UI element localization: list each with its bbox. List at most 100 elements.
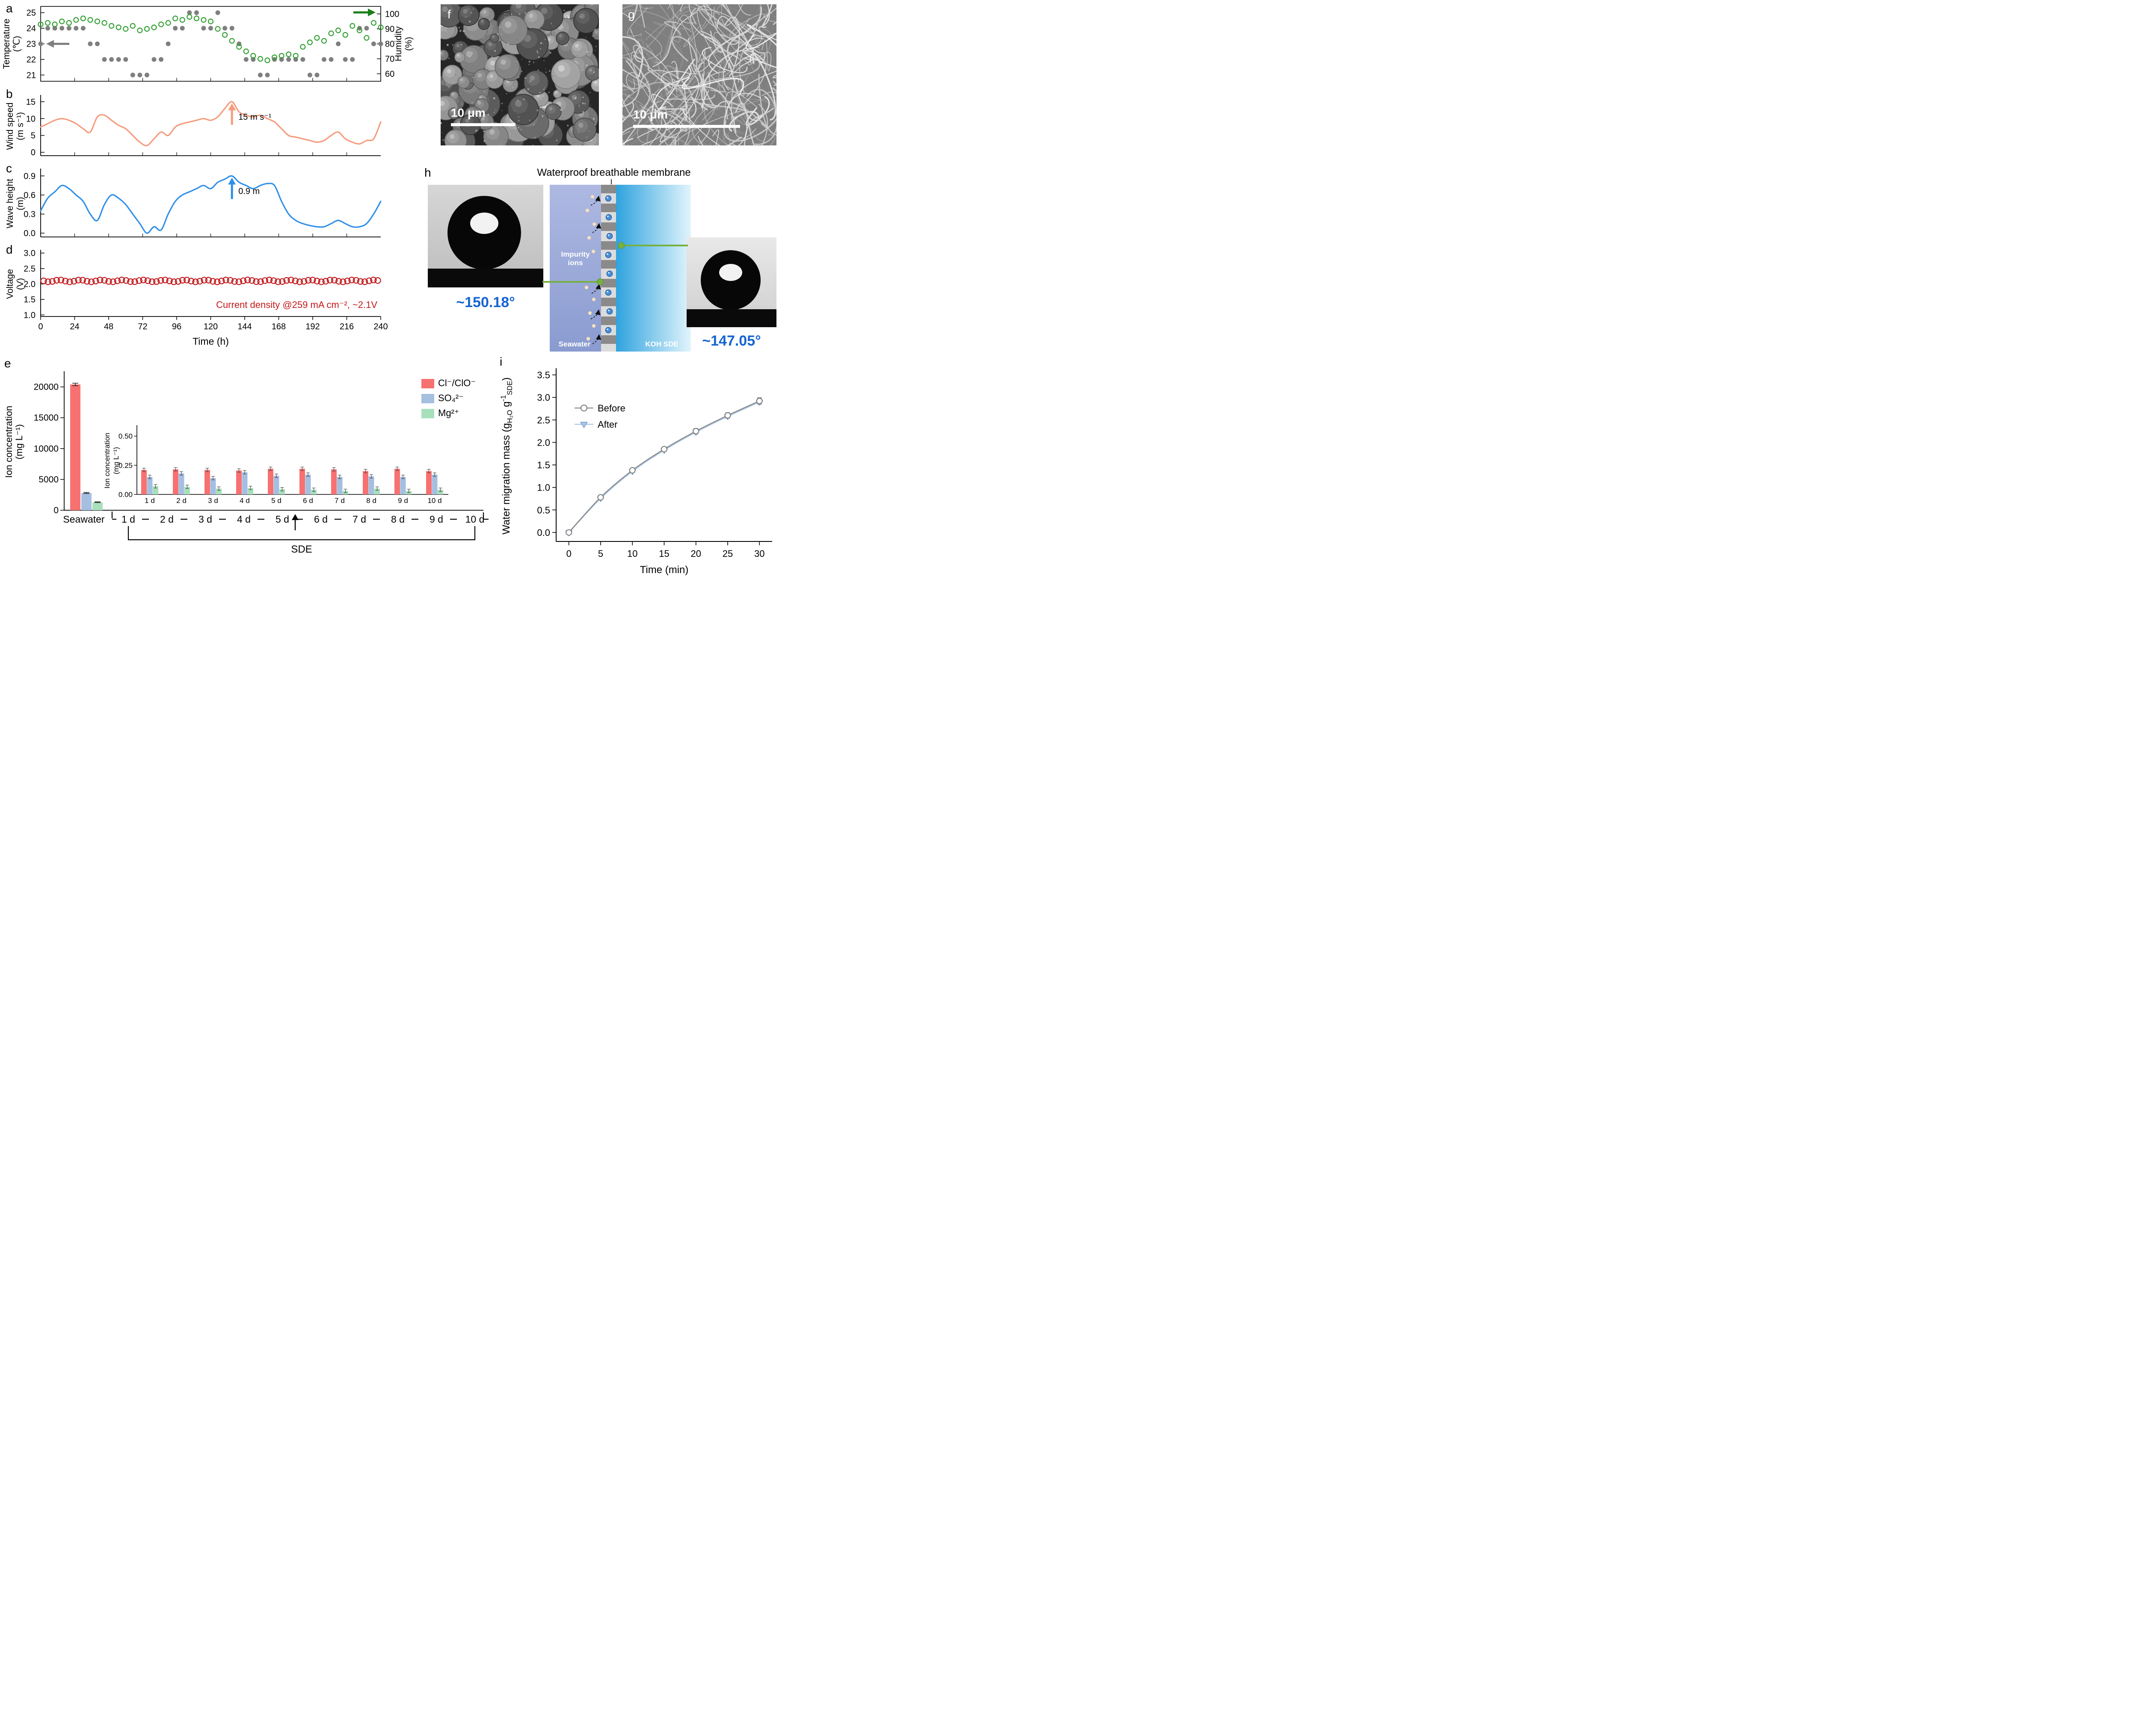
scalebar-g: 10 μm bbox=[633, 108, 740, 128]
before-marker bbox=[756, 398, 763, 405]
inset-bar bbox=[242, 472, 248, 494]
sde-label: SDE bbox=[291, 544, 312, 555]
humidity-point bbox=[144, 26, 150, 32]
temperature-point bbox=[180, 26, 185, 31]
temperature-point bbox=[201, 26, 206, 31]
impurity-ion-dot bbox=[587, 236, 591, 240]
sem-image-fibers bbox=[622, 4, 776, 145]
voltage-point bbox=[296, 278, 303, 285]
inset-bar bbox=[273, 476, 279, 494]
humidity-point bbox=[257, 56, 264, 62]
humidity-point bbox=[307, 39, 313, 45]
humidity-point bbox=[243, 48, 249, 54]
svg-text:15000: 15000 bbox=[34, 413, 59, 423]
svg-text:144: 144 bbox=[237, 322, 252, 331]
svg-text:(℃): (℃) bbox=[12, 36, 22, 52]
blocked-ion-arrow bbox=[592, 334, 601, 344]
inset-bar bbox=[153, 486, 158, 494]
inset-bar bbox=[279, 489, 285, 494]
inset-bar bbox=[268, 469, 273, 494]
panel-label-e: e bbox=[4, 357, 11, 370]
temperature-point bbox=[95, 41, 100, 46]
before-marker bbox=[693, 428, 699, 435]
voltage-point bbox=[222, 277, 229, 284]
droplet-highlight bbox=[470, 213, 498, 234]
category-day: 6 d bbox=[314, 514, 328, 525]
water-migration-ylabel: Water migration mass (gH₂O g-1SDE) bbox=[500, 377, 514, 534]
voltage-point bbox=[370, 276, 377, 284]
temperature-point bbox=[215, 10, 220, 15]
inset-bar bbox=[426, 471, 432, 494]
temperature-point bbox=[80, 26, 86, 31]
svg-text:Humidity: Humidity bbox=[394, 26, 403, 61]
humidity-point bbox=[293, 53, 299, 59]
peak-annotation: 0.9 m bbox=[238, 186, 260, 196]
humidity-point bbox=[151, 24, 157, 30]
svg-text:48: 48 bbox=[104, 322, 113, 331]
seawater-label: Seawater bbox=[559, 340, 591, 348]
humidity-point bbox=[370, 20, 377, 26]
membrane-block bbox=[601, 335, 616, 344]
voltage-point bbox=[62, 278, 69, 284]
water-droplet-icon bbox=[606, 270, 613, 277]
svg-text:Ion concentration: Ion concentration bbox=[103, 433, 111, 488]
voltage-point bbox=[175, 278, 182, 285]
temperature-point bbox=[307, 72, 312, 77]
svg-text:0: 0 bbox=[566, 548, 572, 559]
temperature-point bbox=[364, 26, 369, 31]
temperature-point bbox=[350, 57, 355, 62]
voltage-point bbox=[105, 278, 112, 285]
inset-day-label: 8 d bbox=[366, 497, 376, 505]
voltage-point bbox=[275, 278, 281, 285]
voltage-point bbox=[75, 277, 82, 284]
voltage-point bbox=[300, 278, 308, 285]
legend-label: Cl⁻/ClO⁻ bbox=[438, 378, 476, 388]
temperature-point bbox=[109, 57, 114, 62]
voltage-point bbox=[209, 278, 216, 285]
humidity-point bbox=[264, 57, 270, 63]
svg-text:90: 90 bbox=[385, 25, 394, 34]
humidity-point bbox=[66, 20, 72, 26]
voltage-point bbox=[218, 278, 225, 284]
voltage-point bbox=[326, 277, 334, 284]
humidity-point bbox=[187, 14, 193, 20]
voltage-point bbox=[144, 277, 151, 284]
humidity-point bbox=[172, 15, 178, 21]
seawater-bar-so4 bbox=[81, 493, 92, 510]
inset-bar bbox=[394, 469, 400, 494]
svg-text:1.5: 1.5 bbox=[24, 295, 36, 305]
wind-speed-chart: 0 5 10 15 15 m s⁻¹ Wind speed (m s⁻¹) bbox=[5, 95, 382, 157]
svg-text:5: 5 bbox=[598, 548, 603, 559]
ylabel-part: g bbox=[501, 401, 513, 410]
svg-text:0: 0 bbox=[31, 148, 36, 157]
svg-text:96: 96 bbox=[172, 322, 181, 331]
temperature-point bbox=[123, 57, 128, 62]
ylabel-sub-h2o: H₂O bbox=[506, 410, 514, 423]
impurity-label: Impurity bbox=[561, 250, 590, 258]
membrane-block bbox=[601, 279, 616, 287]
voltage-point bbox=[179, 277, 186, 284]
voltage-point bbox=[201, 277, 207, 284]
before-marker bbox=[629, 467, 636, 474]
ylabel-part: ) bbox=[501, 377, 513, 381]
membrane-title: Waterproof breathable membrane bbox=[537, 167, 691, 178]
temperature-point bbox=[187, 10, 192, 15]
temperature-point bbox=[265, 72, 270, 77]
svg-text:1.5: 1.5 bbox=[537, 460, 550, 470]
svg-text:70: 70 bbox=[385, 55, 394, 64]
svg-text:20: 20 bbox=[691, 548, 701, 559]
humidity-point bbox=[201, 17, 207, 23]
voltage-point bbox=[166, 278, 173, 284]
svg-text:22: 22 bbox=[27, 55, 36, 65]
humidity-point bbox=[378, 24, 384, 30]
temperature-point bbox=[322, 57, 326, 62]
inset-bar bbox=[216, 488, 222, 494]
svg-text:23: 23 bbox=[27, 40, 36, 49]
panel-label-i: i bbox=[500, 355, 503, 368]
membrane-block bbox=[601, 260, 616, 269]
voltage-point bbox=[162, 276, 169, 284]
svg-text:0.6: 0.6 bbox=[24, 191, 36, 200]
inset-bar bbox=[311, 490, 317, 494]
